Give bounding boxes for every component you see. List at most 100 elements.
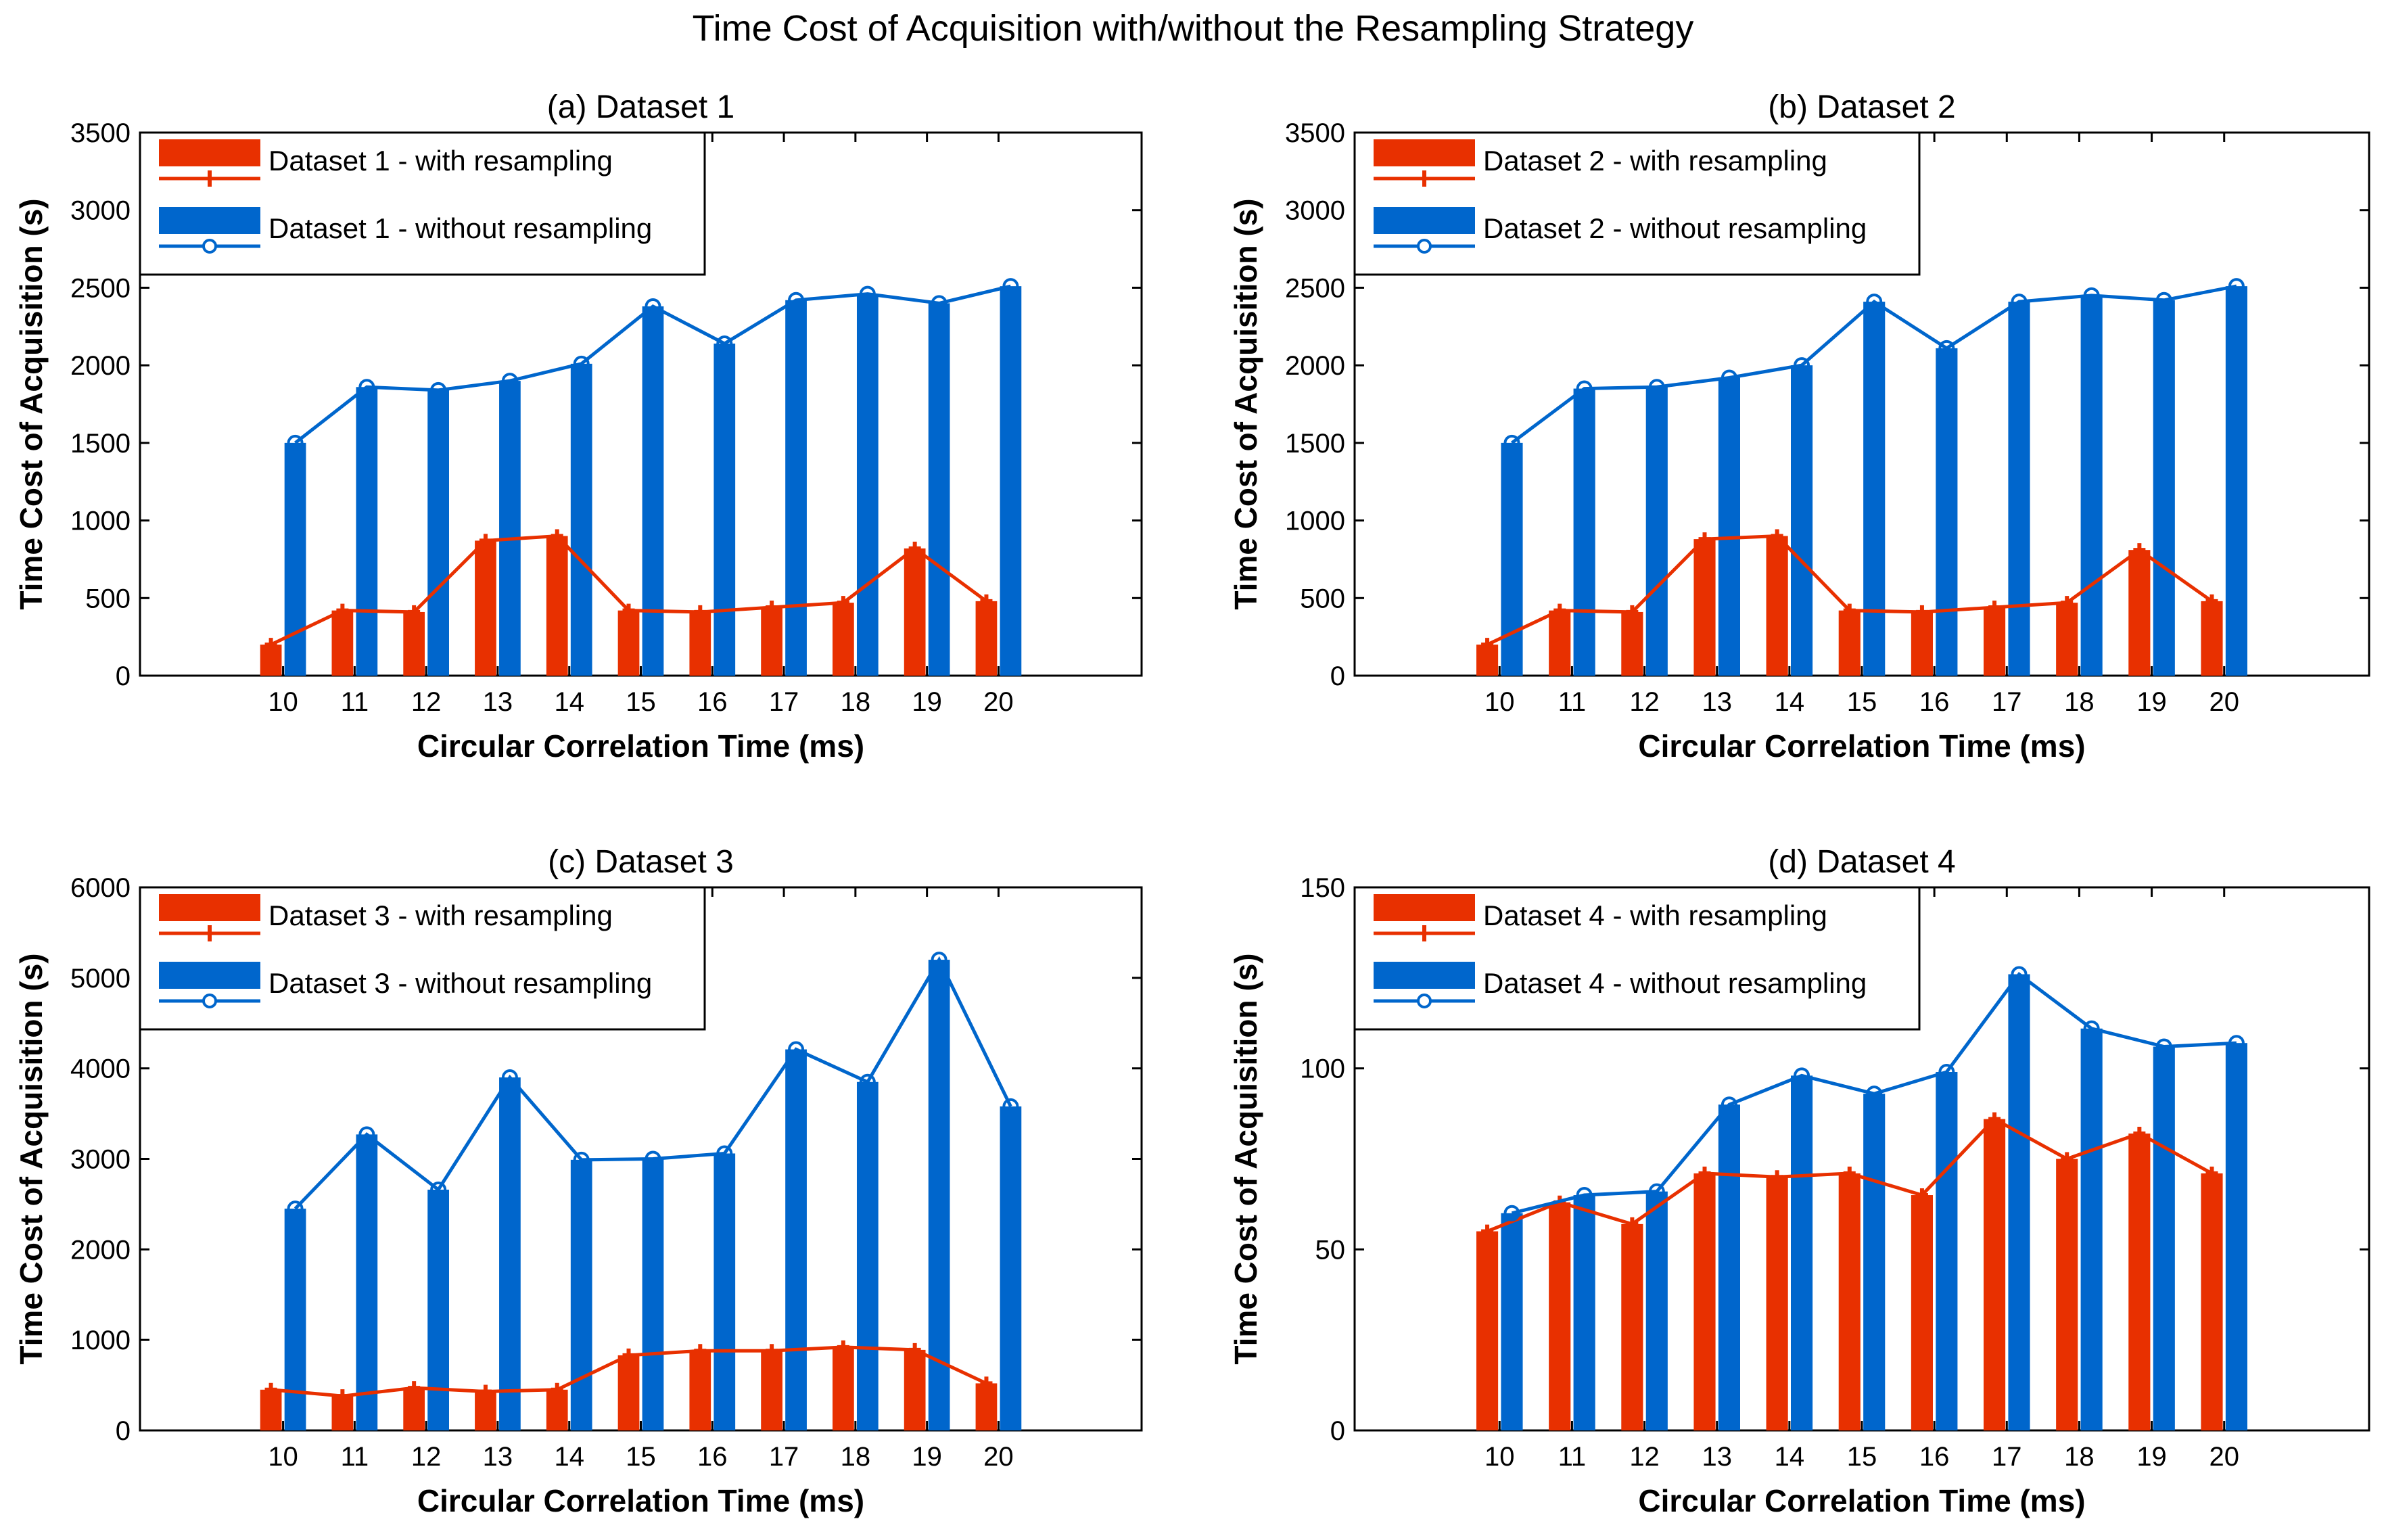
- with-resampling-bar: [1984, 1119, 2006, 1430]
- star-marker: [2133, 1127, 2146, 1141]
- circle-marker: [1648, 379, 1665, 396]
- circle-marker: [287, 1200, 304, 1217]
- star-marker: [837, 596, 849, 610]
- x-tick-label: 13: [1702, 1442, 1732, 1472]
- with-resampling-bar: [1838, 610, 1861, 676]
- y-tick-label: 3000: [1285, 196, 1345, 226]
- star-marker: [336, 603, 349, 617]
- with-resampling-bar: [1693, 539, 1716, 676]
- star-marker: [1843, 603, 1856, 617]
- with-resampling-bar: [2201, 1173, 2223, 1430]
- with-resampling-bar: [2056, 1159, 2078, 1430]
- with-resampling-bar: [1549, 1202, 1571, 1430]
- y-tick-label: 6000: [70, 873, 131, 903]
- x-tick-label: 16: [697, 687, 728, 717]
- circle-marker: [1648, 1183, 1665, 1200]
- subplot-title: (c) Dataset 3: [548, 844, 734, 880]
- with-resampling-bar: [975, 1383, 998, 1430]
- without-resampling-bar: [2080, 295, 2103, 676]
- with-resampling-bar: [689, 611, 711, 676]
- y-tick-label: 1000: [1285, 507, 1345, 536]
- without-resampling-bar: [284, 1209, 306, 1430]
- without-resampling-bar: [1501, 1213, 1523, 1430]
- y-tick-label: 3500: [70, 118, 131, 148]
- circle-marker: [2228, 1035, 2245, 1052]
- circle-marker: [573, 1151, 590, 1168]
- star-marker: [479, 1384, 492, 1399]
- circle-marker: [358, 379, 375, 396]
- with-resampling-bar: [475, 540, 496, 676]
- circle-marker-icon: [1417, 994, 1432, 1008]
- legend-bar-swatch: [159, 962, 260, 989]
- legend: Dataset 4 - with resampling Dataset 4 - w…: [1353, 886, 1921, 1031]
- x-tick-label: 19: [2136, 687, 2167, 717]
- x-tick-label: 13: [1702, 687, 1732, 717]
- figure-title: Time Cost of Acquisition with/without th…: [693, 8, 1694, 49]
- y-tick-label: 0: [116, 661, 131, 691]
- with-resampling-bar: [689, 1351, 711, 1430]
- circle-marker: [573, 355, 590, 372]
- x-tick-label: 16: [697, 1442, 728, 1472]
- star-marker: [837, 1340, 849, 1354]
- with-resampling-bar: [403, 611, 425, 676]
- x-axis-label: Circular Correlation Time (ms): [1638, 1483, 2085, 1518]
- x-tick-label: 10: [1484, 687, 1515, 717]
- star-marker: [980, 594, 993, 608]
- circle-marker: [716, 1145, 733, 1162]
- circle-marker: [501, 1069, 518, 1086]
- x-axis-label: Circular Correlation Time (ms): [417, 1483, 864, 1518]
- circle-marker: [2228, 278, 2245, 295]
- subplot-title: (b) Dataset 2: [1768, 89, 1955, 125]
- legend-bar-swatch: [1374, 962, 1475, 989]
- without-resampling-bar: [570, 363, 592, 676]
- legend-bar-swatch: [1374, 139, 1475, 166]
- without-resampling-bar: [2008, 302, 2030, 676]
- star-marker: [908, 1343, 921, 1357]
- x-tick-label: 14: [1775, 687, 1805, 717]
- without-resampling-bar: [1791, 365, 1813, 676]
- x-tick-label: 14: [1775, 1442, 1805, 1472]
- x-tick-label: 18: [2064, 687, 2095, 717]
- without-resampling-bar: [570, 1159, 592, 1430]
- x-tick-label: 18: [2064, 1442, 2095, 1472]
- with-resampling-bar: [1621, 611, 1643, 676]
- circle-marker-icon: [1417, 239, 1432, 254]
- x-tick-label: 18: [841, 687, 871, 717]
- with-resampling-bar: [1621, 1223, 1643, 1430]
- without-resampling-bar: [499, 1077, 521, 1430]
- without-resampling-bar: [1718, 1104, 1740, 1430]
- subplot-3: (c) Dataset 3 0 1000 2000 3000 4000 5000 6000 10…: [14, 844, 1143, 1518]
- y-tick-label: 2500: [70, 273, 131, 303]
- with-resampling-bar: [331, 610, 354, 676]
- star-marker: [408, 1381, 421, 1395]
- x-tick-label: 12: [411, 1442, 442, 1472]
- y-tick-label: 2000: [70, 1235, 131, 1265]
- x-tick-label: 16: [1919, 687, 1950, 717]
- circle-marker-icon: [202, 239, 217, 254]
- with-resampling-bar: [546, 536, 568, 676]
- circle-marker: [1866, 1086, 1883, 1102]
- legend: Dataset 3 - with resampling Dataset 3 - w…: [139, 886, 706, 1031]
- star-marker: [908, 541, 921, 555]
- without-resampling-line: [1511, 284, 2237, 444]
- without-resampling-bar: [2225, 286, 2247, 676]
- star-marker: [1988, 601, 2001, 615]
- circle-marker: [1002, 278, 1019, 295]
- star-marker: [1771, 1170, 1783, 1184]
- without-resampling-bar: [642, 306, 664, 676]
- star-marker: [622, 1348, 635, 1362]
- with-resampling-bar: [761, 1351, 782, 1430]
- with-resampling-bar: [1766, 536, 1788, 676]
- y-axis-label: Time Cost of Acquisition (s): [14, 953, 49, 1364]
- star-marker: [1626, 605, 1639, 619]
- circle-marker: [1721, 1096, 1737, 1113]
- y-tick-label: 0: [116, 1416, 131, 1446]
- without-resampling-line: [294, 284, 1011, 444]
- with-resampling-bar: [1838, 1173, 1861, 1430]
- x-tick-label: 20: [2209, 1442, 2239, 1472]
- star-marker: [1626, 1217, 1639, 1231]
- x-tick-label: 17: [769, 687, 799, 717]
- star-marker: [1915, 1188, 1928, 1203]
- x-tick-label: 15: [1847, 687, 1877, 717]
- with-resampling-bar: [1911, 611, 1933, 676]
